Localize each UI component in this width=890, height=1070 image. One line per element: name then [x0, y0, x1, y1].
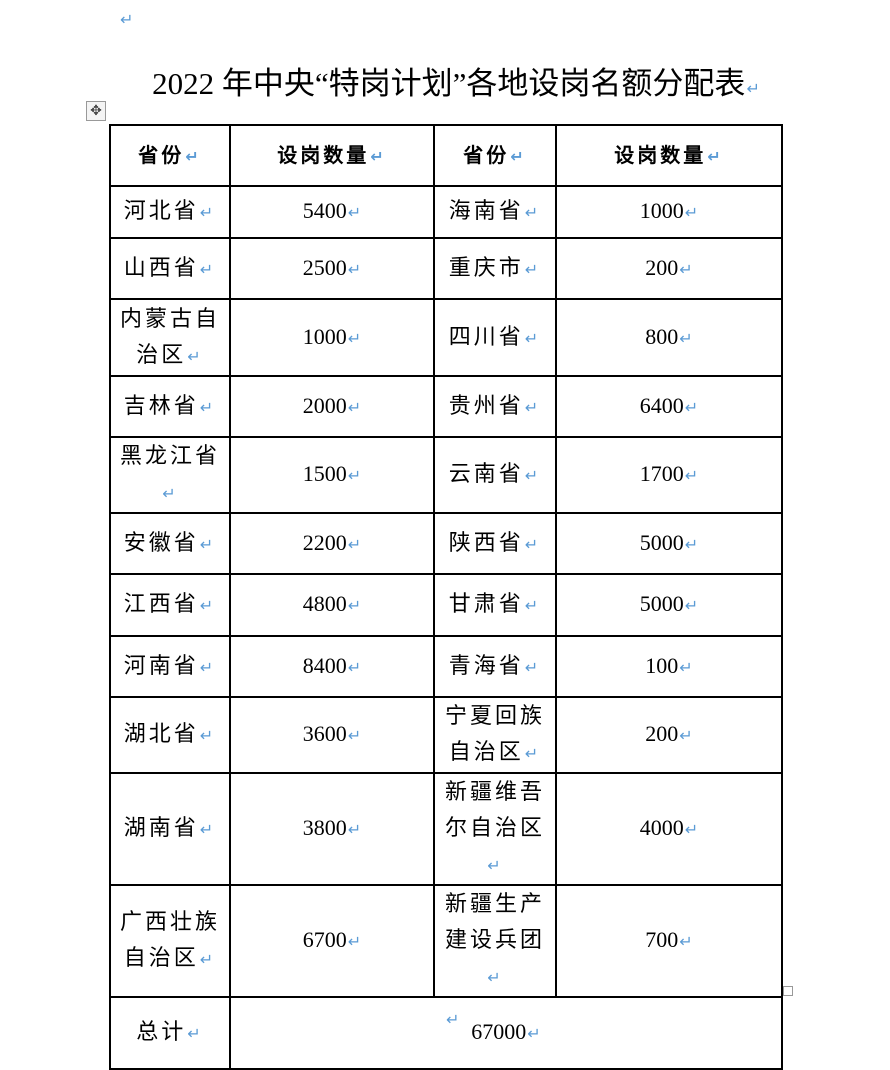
quota-cell: 2200 — [229, 512, 435, 575]
table-row: 湖南省3800新疆维吾尔自治区4000 — [109, 772, 783, 886]
quota-cell: 6400 — [555, 375, 783, 438]
province-cell: 新疆生产建设兵团 — [433, 884, 557, 998]
header-cell: 省份 — [109, 124, 231, 187]
province-cell: 吉林省 — [109, 375, 231, 438]
province-cell: 新疆维吾尔自治区 — [433, 772, 557, 886]
quota-cell: 5000 — [555, 512, 783, 575]
province-cell: 宁夏回族自治区 — [433, 696, 557, 774]
province-cell: 河北省 — [109, 185, 231, 239]
province-cell: 湖南省 — [109, 772, 231, 886]
table-row: 黑龙江省1500云南省1700 — [109, 436, 783, 514]
quota-cell: 2000 — [229, 375, 435, 438]
table-row: 广西壮族自治区6700新疆生产建设兵团700 — [109, 884, 783, 998]
total-value-cell: 67000 — [229, 996, 783, 1070]
title-text: 2022 年中央“特岗计划”各地设岗名额分配表 — [152, 66, 760, 101]
quota-cell: 200 — [555, 696, 783, 774]
table-row: 江西省4800甘肃省5000 — [109, 573, 783, 637]
province-cell: 安徽省 — [109, 512, 231, 575]
province-cell: 河南省 — [109, 635, 231, 698]
document-title: 2022 年中央“特岗计划”各地设岗名额分配表 — [0, 58, 890, 103]
quota-cell: 200 — [555, 237, 783, 300]
province-cell: 甘肃省 — [433, 573, 557, 637]
province-cell: 海南省 — [433, 185, 557, 239]
total-label-cell: 总计 — [109, 996, 231, 1070]
province-cell: 江西省 — [109, 573, 231, 637]
resize-square-icon[interactable] — [783, 986, 793, 996]
province-cell: 云南省 — [433, 436, 557, 514]
table-header-row: 省份 设岗数量 省份 设岗数量 — [109, 124, 783, 187]
total-row: 总计67000 — [109, 996, 783, 1070]
table-row: 河北省5400海南省1000 — [109, 185, 783, 239]
quota-cell: 100 — [555, 635, 783, 698]
table-row: 山西省2500重庆市200 — [109, 237, 783, 300]
table-row: 吉林省2000贵州省6400 — [109, 375, 783, 438]
paragraph-mark-icon — [119, 10, 133, 30]
quota-cell: 3800 — [229, 772, 435, 886]
table-row: 内蒙古自治区1000四川省800 — [109, 298, 783, 377]
paragraph-mark-icon — [445, 1010, 459, 1030]
quota-cell: 4800 — [229, 573, 435, 637]
quota-cell: 1000 — [229, 298, 435, 377]
table-row: 河南省8400青海省100 — [109, 635, 783, 698]
quota-cell: 3600 — [229, 696, 435, 774]
move-arrows-icon[interactable]: ✥ — [86, 101, 106, 121]
province-cell: 贵州省 — [433, 375, 557, 438]
quota-cell: 4000 — [555, 772, 783, 886]
quota-cell: 1700 — [555, 436, 783, 514]
header-cell: 设岗数量 — [229, 124, 435, 187]
province-cell: 黑龙江省 — [109, 436, 231, 514]
quota-cell: 8400 — [229, 635, 435, 698]
province-cell: 山西省 — [109, 237, 231, 300]
header-cell: 设岗数量 — [555, 124, 783, 187]
quota-cell: 5400 — [229, 185, 435, 239]
province-cell: 四川省 — [433, 298, 557, 377]
quota-cell: 1000 — [555, 185, 783, 239]
quota-cell: 700 — [555, 884, 783, 998]
header-cell: 省份 — [433, 124, 557, 187]
province-cell: 内蒙古自治区 — [109, 298, 231, 377]
table-row: 湖北省3600宁夏回族自治区200 — [109, 696, 783, 774]
province-cell: 青海省 — [433, 635, 557, 698]
quota-cell: 6700 — [229, 884, 435, 998]
table-row: 安徽省2200陕西省5000 — [109, 512, 783, 575]
quota-table: 省份 设岗数量 省份 设岗数量 河北省5400海南省1000山西省2500重庆市… — [109, 124, 783, 1070]
province-cell: 陕西省 — [433, 512, 557, 575]
quota-cell: 800 — [555, 298, 783, 377]
quota-cell: 5000 — [555, 573, 783, 637]
quota-cell: 1500 — [229, 436, 435, 514]
quota-cell: 2500 — [229, 237, 435, 300]
province-cell: 广西壮族自治区 — [109, 884, 231, 998]
province-cell: 重庆市 — [433, 237, 557, 300]
province-cell: 湖北省 — [109, 696, 231, 774]
